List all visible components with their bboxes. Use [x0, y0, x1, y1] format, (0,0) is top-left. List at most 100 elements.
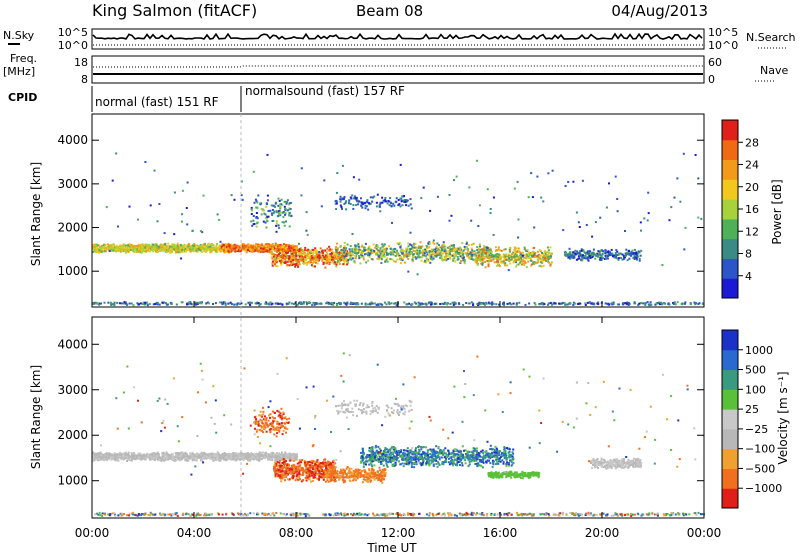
heatmap-cell	[454, 302, 457, 305]
heatmap-cell	[267, 244, 270, 247]
heatmap-cell	[380, 256, 382, 259]
heatmap-cell	[401, 250, 404, 253]
heatmap-cell	[392, 253, 395, 256]
heatmap-cell	[439, 250, 442, 253]
heatmap-cell	[301, 258, 304, 261]
heatmap-cell	[477, 254, 480, 257]
heatmap-cell	[694, 154, 697, 156]
heatmap-cell	[513, 187, 516, 190]
heatmap-cell	[318, 254, 321, 257]
heatmap-cell	[435, 302, 438, 305]
heatmap-cell	[521, 254, 524, 257]
heatmap-cell	[133, 250, 136, 253]
heatmap-cell	[224, 303, 227, 306]
heatmap-cell	[498, 303, 500, 306]
heatmap-cell	[326, 259, 329, 262]
heatmap-cell	[431, 258, 434, 261]
heatmap-cell	[275, 211, 278, 214]
heatmap-cell	[273, 210, 276, 213]
heatmap-cell	[567, 181, 570, 183]
heatmap-cell	[425, 245, 428, 247]
heatmap-cell	[174, 249, 177, 252]
heatmap-cell	[302, 301, 305, 304]
heatmap-cell	[468, 302, 471, 305]
heatmap-cell	[188, 244, 191, 247]
heatmap-cell	[349, 257, 352, 260]
heatmap-cell	[323, 179, 326, 182]
heatmap-cell	[378, 250, 381, 253]
heatmap-cell	[397, 243, 400, 246]
heatmap-cell	[346, 302, 349, 305]
heatmap-cell	[567, 256, 570, 259]
heatmap-cell	[357, 250, 360, 253]
heatmap-cell	[430, 255, 433, 258]
heatmap-cell	[480, 262, 483, 265]
heatmap-cell	[674, 303, 677, 306]
heatmap-cell	[628, 253, 631, 256]
heatmap-cell	[335, 242, 338, 245]
heatmap-cell	[202, 248, 205, 251]
heatmap-cell	[279, 243, 282, 246]
heatmap-cell	[290, 214, 293, 217]
heatmap-cell	[250, 206, 253, 209]
heatmap-cell	[517, 218, 520, 221]
heatmap-cell	[181, 250, 184, 253]
heatmap-cell	[264, 221, 267, 224]
heatmap-cell	[313, 255, 316, 258]
heatmap-cell	[428, 253, 430, 255]
heatmap-cell	[668, 303, 671, 306]
heatmap-cell	[400, 200, 403, 203]
heatmap-cell	[167, 250, 170, 253]
heatmap-cell	[305, 229, 308, 232]
heatmap-cell	[357, 251, 360, 254]
heatmap-cell	[255, 199, 258, 202]
heatmap-cell	[268, 251, 271, 254]
heatmap-cell	[513, 256, 516, 259]
heatmap-cell	[305, 262, 308, 265]
heatmap-cell	[244, 247, 247, 250]
heatmap-cell	[339, 244, 342, 247]
heatmap-cell	[684, 226, 687, 229]
heatmap-cell	[179, 244, 182, 247]
heatmap-cell	[295, 245, 298, 248]
heatmap-cell	[283, 200, 286, 203]
heatmap-cell	[495, 255, 498, 258]
heatmap-cell	[379, 252, 382, 255]
heatmap-cell	[430, 301, 433, 304]
heatmap-cell	[599, 250, 602, 253]
heatmap-cell	[464, 251, 467, 254]
heatmap-cell	[423, 254, 426, 257]
heatmap-cell	[286, 246, 289, 249]
heatmap-cell	[496, 258, 499, 261]
heatmap-cell	[335, 265, 338, 268]
heatmap-cell	[265, 217, 268, 220]
heatmap-cell	[284, 261, 287, 264]
heatmap-cell	[180, 458, 183, 461]
heatmap-cell	[230, 245, 233, 248]
heatmap-cell	[180, 257, 183, 260]
heatmap-cell	[503, 258, 506, 261]
heatmap-cell	[546, 258, 549, 261]
heatmap-cell	[381, 252, 384, 255]
heatmap-cell	[270, 256, 273, 259]
heatmap-cell	[616, 210, 619, 213]
heatmap-cell	[538, 303, 541, 306]
heatmap-cell	[316, 255, 319, 258]
heatmap-cell	[335, 200, 338, 203]
heatmap-cell	[515, 261, 517, 264]
heatmap-cell	[453, 247, 456, 250]
heatmap-cell	[231, 248, 234, 250]
heatmap-cell	[330, 248, 333, 251]
heatmap-cell	[506, 302, 509, 305]
heatmap-cell	[247, 301, 250, 304]
date-title: 04/Aug/2013	[611, 2, 708, 20]
heatmap-cell	[250, 220, 253, 223]
heatmap-cell	[142, 250, 145, 253]
heatmap-cell	[639, 221, 642, 224]
heatmap-cell	[489, 248, 492, 251]
heatmap-cell	[583, 257, 586, 260]
heatmap-cell	[510, 256, 513, 258]
heatmap-cell	[146, 244, 149, 247]
heatmap-cell	[489, 252, 492, 255]
heatmap-cell	[368, 255, 371, 258]
